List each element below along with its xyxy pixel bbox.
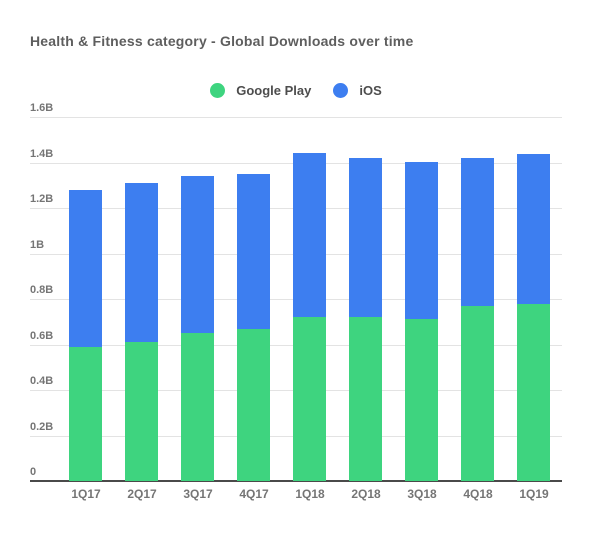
x-tick-label-3q17: 3Q17	[183, 487, 213, 501]
bar-segment-ios-1q17	[69, 190, 102, 347]
bar-segment-ios-4q18	[461, 158, 494, 306]
y-tick-label-0: 0	[30, 466, 37, 478]
x-tick-label-1q19: 1Q19	[519, 487, 549, 501]
y-tick-label-1.6B: 1.6B	[30, 102, 54, 114]
y-tick-label-1B: 1B	[30, 239, 45, 251]
bar-segment-google-play-2q18	[349, 317, 382, 481]
legend-dot-icon-google-play	[210, 82, 226, 98]
x-axis-baseline	[30, 480, 562, 482]
y-tick-label-0.8B: 0.8B	[30, 284, 54, 296]
x-tick-label-3q18: 3Q18	[407, 487, 437, 501]
bar-segment-google-play-4q17	[237, 329, 270, 481]
y-tick-label-1.4B: 1.4B	[30, 148, 54, 160]
bar-segment-google-play-1q19	[517, 304, 550, 481]
x-tick-label-4q18: 4Q18	[463, 487, 493, 501]
y-tick-label-0.6B: 0.6B	[30, 330, 54, 342]
legend-item-google-play: Google Play	[210, 82, 312, 98]
chart-legend: Google Play iOS	[30, 81, 562, 99]
chart-title: Health & Fitness category - Global Downl…	[30, 33, 414, 49]
bar-segment-google-play-3q17	[181, 333, 214, 481]
y-tick-label-0.4B: 0.4B	[30, 375, 54, 387]
x-tick-label-1q18: 1Q18	[295, 487, 325, 501]
bar-segment-ios-1q18	[293, 153, 326, 317]
bar-segment-google-play-4q18	[461, 306, 494, 481]
bar-segment-google-play-3q18	[405, 319, 438, 481]
bar-segment-google-play-2q17	[125, 342, 158, 481]
bar-segment-google-play-1q18	[293, 317, 326, 481]
bar-segment-google-play-1q17	[69, 347, 102, 481]
x-tick-label-2q17: 2Q17	[127, 487, 157, 501]
bar-segment-ios-2q17	[125, 183, 158, 342]
bar-segment-ios-1q19	[517, 154, 550, 304]
bar-segment-ios-3q17	[181, 176, 214, 333]
legend-label-google-play: Google Play	[236, 82, 312, 98]
legend-label-ios: iOS	[359, 82, 382, 98]
x-tick-label-2q18: 2Q18	[351, 487, 381, 501]
x-tick-label-1q17: 1Q17	[71, 487, 101, 501]
bar-segment-ios-4q17	[237, 174, 270, 329]
y-tick-label-0.2B: 0.2B	[30, 421, 54, 433]
y-tick-label-1.2B: 1.2B	[30, 193, 54, 205]
legend-item-ios: iOS	[333, 82, 382, 98]
bar-segment-ios-2q18	[349, 158, 382, 317]
x-tick-label-4q17: 4Q17	[239, 487, 269, 501]
legend-dot-icon-ios	[333, 82, 349, 98]
gridline-1.6B	[30, 117, 562, 118]
bar-segment-ios-3q18	[405, 162, 438, 319]
